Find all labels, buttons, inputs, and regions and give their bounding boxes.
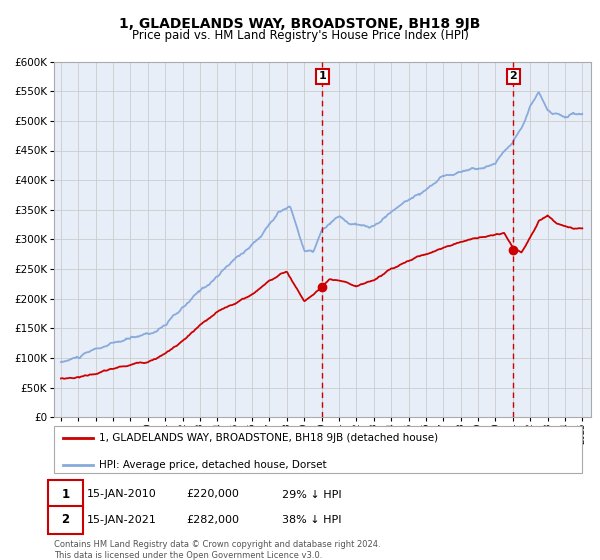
Text: 2: 2: [61, 513, 70, 526]
Text: 1, GLADELANDS WAY, BROADSTONE, BH18 9JB (detached house): 1, GLADELANDS WAY, BROADSTONE, BH18 9JB …: [99, 433, 438, 443]
Text: 15-JAN-2021: 15-JAN-2021: [87, 515, 157, 525]
Text: 1: 1: [319, 72, 326, 81]
Text: 29% ↓ HPI: 29% ↓ HPI: [282, 489, 341, 500]
Text: Price paid vs. HM Land Registry's House Price Index (HPI): Price paid vs. HM Land Registry's House …: [131, 29, 469, 42]
Text: 38% ↓ HPI: 38% ↓ HPI: [282, 515, 341, 525]
Text: HPI: Average price, detached house, Dorset: HPI: Average price, detached house, Dors…: [99, 460, 326, 470]
Text: 15-JAN-2010: 15-JAN-2010: [87, 489, 157, 500]
Text: 1: 1: [61, 488, 70, 501]
Text: £220,000: £220,000: [186, 489, 239, 500]
Text: 1, GLADELANDS WAY, BROADSTONE, BH18 9JB: 1, GLADELANDS WAY, BROADSTONE, BH18 9JB: [119, 17, 481, 31]
Text: £282,000: £282,000: [186, 515, 239, 525]
Text: 2: 2: [509, 72, 517, 81]
Text: Contains HM Land Registry data © Crown copyright and database right 2024.
This d: Contains HM Land Registry data © Crown c…: [54, 540, 380, 560]
